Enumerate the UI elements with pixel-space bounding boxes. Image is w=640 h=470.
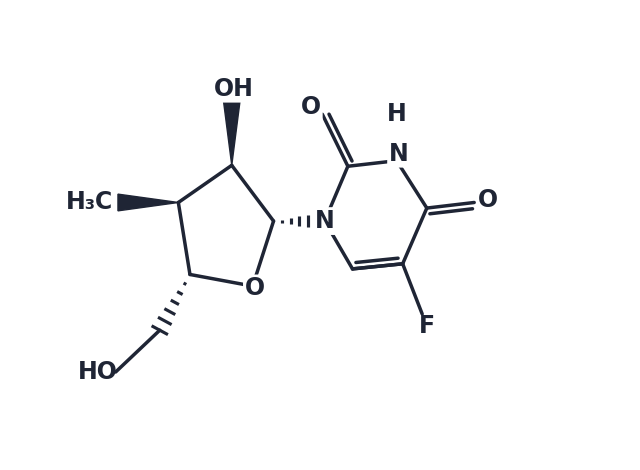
Text: H: H xyxy=(387,102,406,126)
Text: O: O xyxy=(478,188,498,212)
Text: H₃C: H₃C xyxy=(66,190,113,214)
Text: N: N xyxy=(315,209,335,233)
Text: O: O xyxy=(301,95,321,119)
Polygon shape xyxy=(118,194,179,211)
Text: N: N xyxy=(389,142,409,166)
Text: F: F xyxy=(419,313,435,337)
Text: HO: HO xyxy=(78,360,118,384)
Text: O: O xyxy=(245,276,265,300)
Text: OH: OH xyxy=(214,77,254,101)
Polygon shape xyxy=(223,100,240,165)
